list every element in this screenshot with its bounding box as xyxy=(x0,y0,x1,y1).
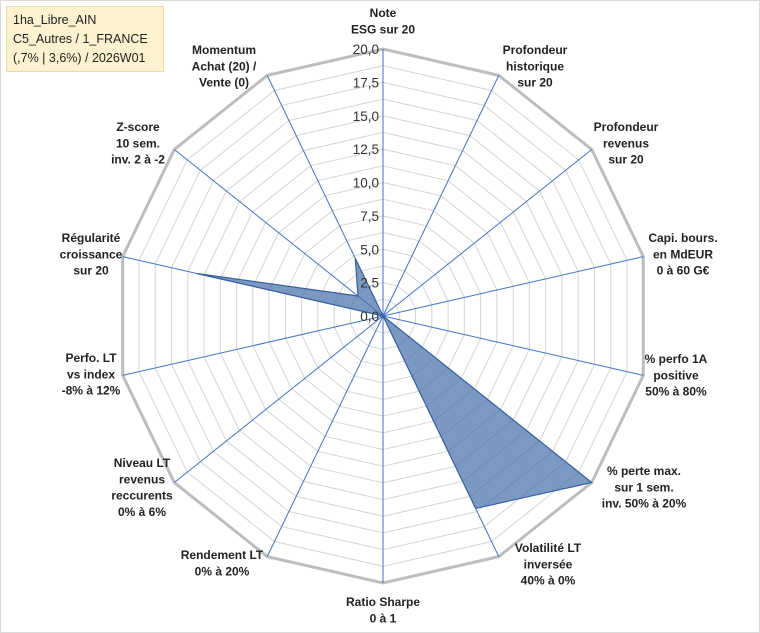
tick-label: 2,5 xyxy=(360,276,379,291)
title-line-2: C5_Autres / 1_FRANCE xyxy=(13,32,148,46)
axis-label-9: Niveau LT revenus reccurents 0% à 6% xyxy=(111,456,173,519)
axis-label-7: Ratio Sharpe 0 à 1 xyxy=(346,595,420,625)
axis-label-12: Z-score 10 sem. inv. 2 à -2 xyxy=(111,120,165,167)
label-layer: Note ESG sur 20 Profondeur historique sur 20… xyxy=(60,6,718,625)
tick-label: 0,0 xyxy=(360,309,379,324)
tick-label: 7,5 xyxy=(360,209,379,224)
series-area xyxy=(196,258,594,510)
series-layer xyxy=(196,258,594,510)
title-line-3: (,7% | 3,6%) / 2026W01 xyxy=(13,51,146,65)
tick-label: 17,5 xyxy=(353,75,379,90)
axis-label-11: Régularité croissance sur 20 xyxy=(60,231,123,278)
axis-label-8: Rendement LT 0% à 20% xyxy=(181,548,264,578)
spoke-12 xyxy=(173,149,384,317)
axis-label-0: Note ESG sur 20 xyxy=(351,6,415,36)
spoke-9 xyxy=(173,315,384,483)
tick-label: 5,0 xyxy=(360,242,379,257)
spoke-4 xyxy=(382,315,644,376)
axis-label-10: Perfo. LT vs index -8% à 12% xyxy=(62,351,121,398)
title-line-1: 1ha_Libre_AIN xyxy=(13,13,97,27)
axis-label-1: Profondeur historique sur 20 xyxy=(503,43,568,90)
axis-label-6: Volatilité LT inversée 40% à 0% xyxy=(515,541,582,588)
spoke-1 xyxy=(382,75,500,317)
axis-label-2: Profondeur revenus sur 20 xyxy=(594,120,659,167)
spoke-10 xyxy=(122,315,384,376)
tick-label: 10,0 xyxy=(353,176,379,191)
axis-label-3: Capi. bours. en MdEUR 0 à 60 G€ xyxy=(648,231,717,278)
spoke-2 xyxy=(382,149,593,317)
spoke-3 xyxy=(382,256,644,317)
axis-label-13: Momentum Achat (20) / Vente (0) xyxy=(192,43,257,90)
tick-label: 15,0 xyxy=(353,109,379,124)
tick-label: 20,0 xyxy=(353,42,379,57)
axis-label-4: % perfo 1A positive 50% à 80% xyxy=(645,352,708,399)
chart-title-box: 1ha_Libre_AIN C5_Autres / 1_FRANCE (,7% … xyxy=(6,6,164,72)
tick-layer: 0,0 2,5 5,0 7,5 10,0 12,5 15,0 17,5 20,0 xyxy=(353,42,379,324)
tick-label: 12,5 xyxy=(353,142,379,157)
axis-label-5: % perte max. sur 1 sem. inv. 50% à 20% xyxy=(602,464,687,511)
spoke-8 xyxy=(266,315,384,557)
